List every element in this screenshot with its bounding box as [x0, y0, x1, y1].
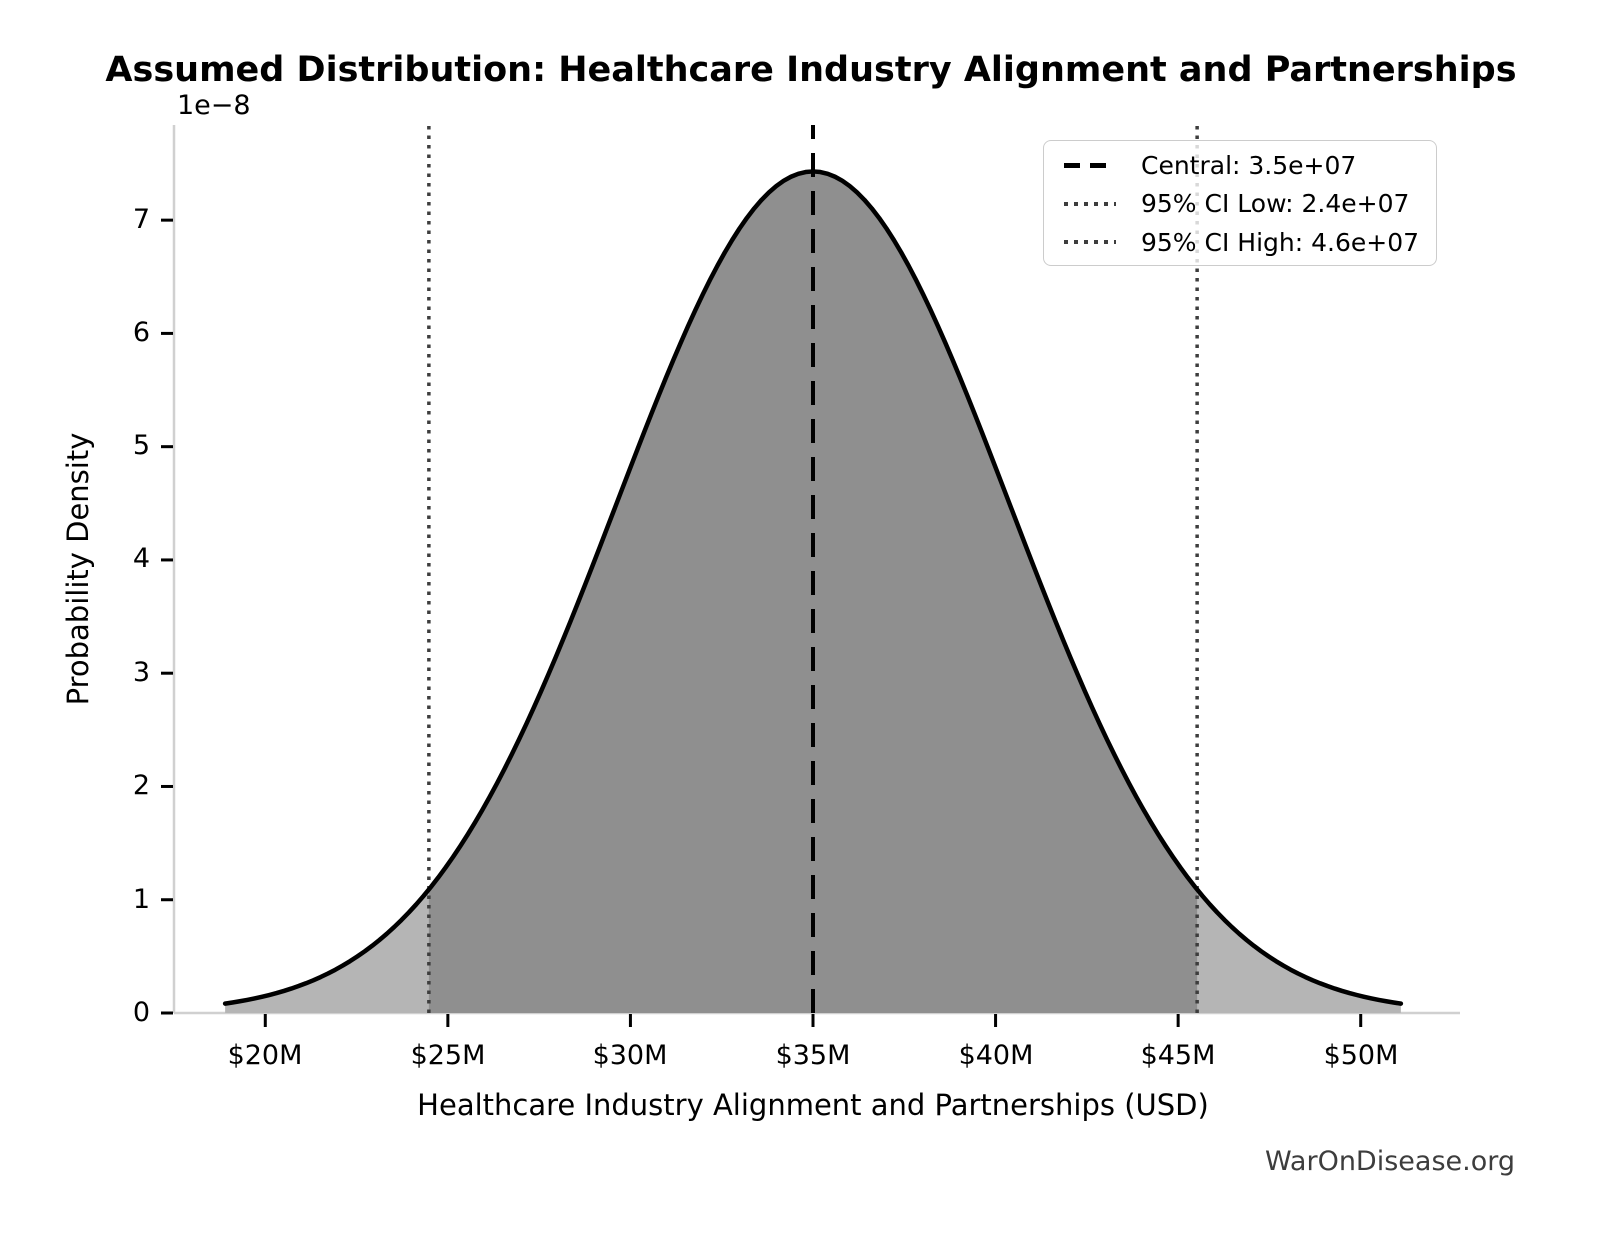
y-axis-offset-label: 1e−8	[177, 90, 251, 121]
density-curve	[222, 169, 1404, 1006]
y-tick-label: 5	[132, 430, 150, 461]
x-tick-label: $40M	[958, 1040, 1034, 1071]
legend-entry-ci-low: 95% CI Low: 2.4e+07	[1064, 185, 1436, 224]
chart-title: Assumed Distribution: Healthcare Industr…	[105, 50, 1517, 90]
dotted-line-icon	[1064, 201, 1116, 206]
x-axis-label: Healthcare Industry Alignment and Partne…	[417, 1088, 1209, 1122]
watermark: WarOnDisease.org	[1264, 1146, 1515, 1177]
legend-label: 95% CI Low: 2.4e+07	[1141, 189, 1410, 219]
y-tick-label: 7	[132, 204, 150, 235]
y-tick-label: 4	[132, 543, 150, 574]
dotted-line-icon	[1064, 240, 1116, 245]
x-tick-label: $25M	[410, 1040, 486, 1071]
legend-label: Central: 3.5e+07	[1141, 150, 1357, 180]
x-tick-label: $30M	[592, 1040, 668, 1071]
legend-entry-central: Central: 3.5e+07	[1064, 146, 1436, 185]
y-tick-label: 1	[132, 884, 150, 915]
y-tick-label: 6	[132, 317, 150, 348]
legend-label: 95% CI High: 4.6e+07	[1141, 227, 1420, 257]
x-tick-label: $45M	[1140, 1040, 1216, 1071]
y-tick-label: 0	[132, 997, 150, 1028]
y-tick-label: 3	[132, 657, 150, 688]
y-tick-label: 2	[132, 770, 150, 801]
x-tick-label: $35M	[775, 1040, 851, 1071]
legend: Central: 3.5e+07 95% CI Low: 2.4e+07 95%…	[1043, 140, 1437, 266]
legend-entry-ci-high: 95% CI High: 4.6e+07	[1064, 223, 1436, 262]
x-tick-label: $20M	[227, 1040, 303, 1071]
dashed-line-icon	[1064, 162, 1116, 168]
x-tick-label: $50M	[1323, 1040, 1399, 1071]
